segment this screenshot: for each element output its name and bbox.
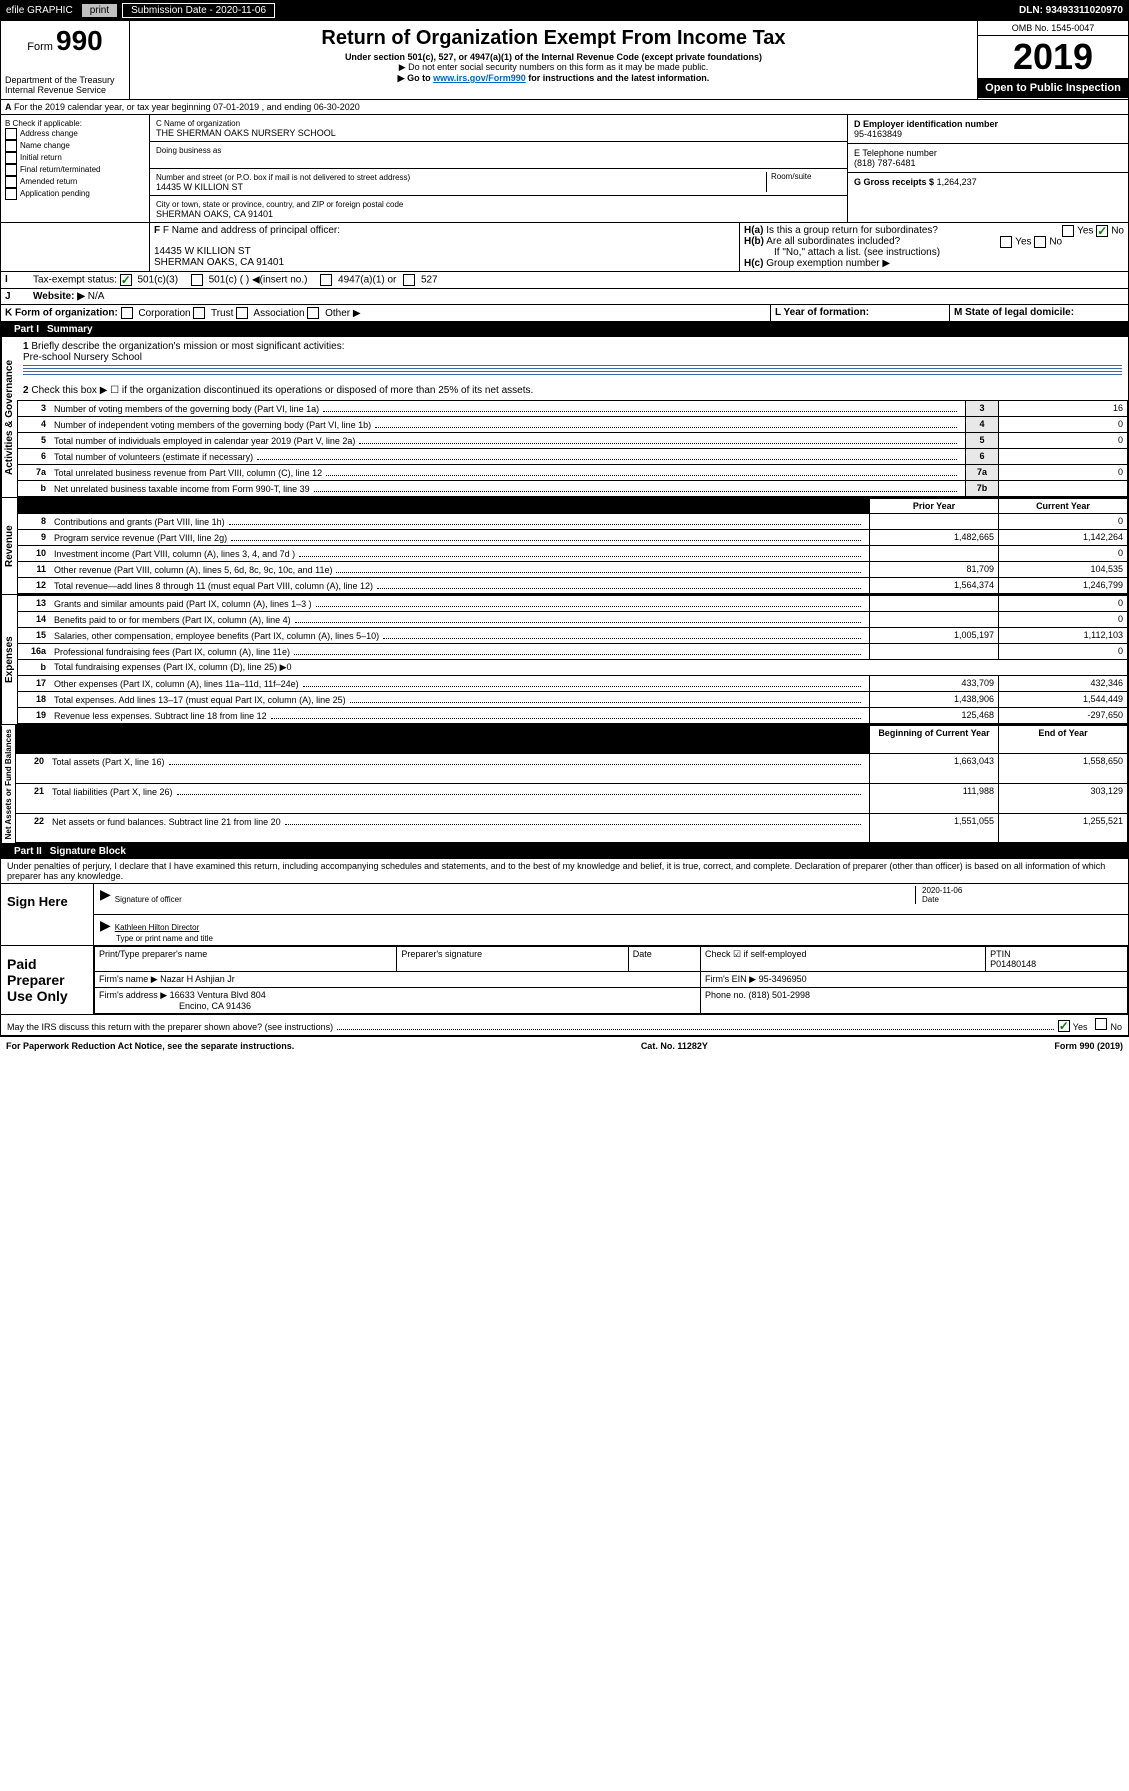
- row-f-h: F F Name and address of principal office…: [0, 223, 1129, 272]
- l-label: L Year of formation:: [775, 307, 869, 318]
- room-label: Room/suite: [766, 172, 841, 192]
- subtitle-3: ▶ Go to www.irs.gov/Form990 for instruct…: [134, 73, 973, 84]
- sig-officer-label: Signature of officer: [115, 895, 182, 904]
- top-bar: efile GRAPHIC print Submission Date - 20…: [0, 0, 1129, 20]
- e-label: E Telephone number: [854, 148, 937, 158]
- tax-year: 2019: [978, 36, 1128, 78]
- paid-preparer-block: Paid Preparer Use Only Print/Type prepar…: [0, 946, 1129, 1015]
- dln: DLN: 93493311020970: [1013, 3, 1129, 18]
- part1-na: Net Assets or Fund Balances Beginning of…: [0, 725, 1129, 844]
- section-a: A For the 2019 calendar year, or tax yea…: [0, 100, 1129, 115]
- col-c: C Name of organizationTHE SHERMAN OAKS N…: [150, 115, 847, 222]
- part2-header: Part IISignature Block: [0, 844, 1129, 859]
- form-title: Return of Organization Exempt From Incom…: [134, 27, 973, 50]
- sign-here-label: Sign Here: [1, 884, 94, 945]
- open-inspection: Open to Public Inspection: [978, 78, 1128, 98]
- q1: Briefly describe the organization's miss…: [31, 341, 344, 352]
- hc: If "No," attach a list. (see instruction…: [744, 247, 1124, 258]
- pra: For Paperwork Reduction Act Notice, see …: [6, 1041, 294, 1051]
- dba-label: Doing business as: [156, 146, 221, 155]
- instructions-link[interactable]: www.irs.gov/Form990: [433, 73, 526, 83]
- signer-name: Kathleen Hilton Director: [115, 923, 199, 932]
- b-label: B Check if applicable:: [5, 119, 145, 128]
- col-b: B Check if applicable: Address changeNam…: [1, 115, 150, 222]
- dept-treasury: Department of the Treasury: [5, 75, 125, 85]
- table-expenses: 13Grants and similar amounts paid (Part …: [17, 595, 1128, 724]
- ha: Is this a group return for subordinates?: [766, 225, 938, 236]
- side-exp: Expenses: [1, 595, 17, 724]
- city: SHERMAN OAKS, CA 91401: [156, 209, 273, 219]
- i-label: Tax-exempt status:: [33, 275, 117, 286]
- website: N/A: [88, 291, 105, 302]
- efile-label: efile GRAPHIC: [0, 3, 79, 18]
- ein: 95-4163849: [854, 129, 902, 139]
- part1-rev: Revenue Prior YearCurrent Year8Contribut…: [0, 498, 1129, 595]
- phone: (818) 787-6481: [854, 158, 916, 168]
- mission: Pre-school Nursery School: [23, 352, 142, 363]
- firm-ein: 95-3496950: [759, 974, 807, 984]
- subtitle-1: Under section 501(c), 527, or 4947(a)(1)…: [134, 52, 973, 62]
- k-label: K Form of organization:: [5, 308, 118, 319]
- form-header: Form 990 Department of the Treasury Inte…: [0, 20, 1129, 100]
- hd: Group exemption number ▶: [766, 258, 890, 269]
- form-ref: Form 990 (2019): [1054, 1041, 1123, 1051]
- city-label: City or town, state or province, country…: [156, 200, 403, 209]
- side-ag: Activities & Governance: [1, 337, 17, 497]
- row-i: I Tax-exempt status: 501(c)(3) 501(c) ( …: [0, 272, 1129, 289]
- submission-date: Submission Date - 2020-11-06: [122, 3, 275, 18]
- cat-no: Cat. No. 11282Y: [641, 1041, 708, 1051]
- sig-date: 2020-11-06: [922, 886, 962, 895]
- discuss-row: May the IRS discuss this return with the…: [0, 1015, 1129, 1036]
- footer: For Paperwork Reduction Act Notice, see …: [0, 1036, 1129, 1055]
- table-revenue: Prior YearCurrent Year8Contributions and…: [17, 498, 1128, 594]
- j-label: Website: ▶: [33, 291, 85, 302]
- addr-label: Number and street (or P.O. box if mail i…: [156, 173, 410, 182]
- q2: Check this box ▶ ☐ if the organization d…: [31, 385, 533, 396]
- f-label: F Name and address of principal officer:: [163, 225, 340, 236]
- part1-exp: Expenses 13Grants and similar amounts pa…: [0, 595, 1129, 725]
- side-na: Net Assets or Fund Balances: [1, 725, 15, 843]
- table-netassets: Beginning of Current YearEnd of Year20To…: [15, 725, 1128, 843]
- omb: OMB No. 1545-0047: [978, 21, 1128, 36]
- c-name-label: C Name of organization: [156, 119, 240, 128]
- firm-name: Nazar H Ashjian Jr: [160, 974, 235, 984]
- row-j: J Website: ▶ N/A: [0, 289, 1129, 305]
- m-label: M State of legal domicile:: [954, 307, 1074, 318]
- org-name: THE SHERMAN OAKS NURSERY SCHOOL: [156, 128, 336, 138]
- print-button[interactable]: print: [81, 3, 118, 18]
- g-label: G Gross receipts $: [854, 177, 934, 187]
- form-number: Form 990: [5, 25, 125, 57]
- firm-phone: (818) 501-2998: [749, 990, 811, 1000]
- part1-header: Part ISummary: [0, 322, 1129, 337]
- ptin: P01480148: [990, 959, 1036, 969]
- sign-here-block: Sign Here ▶Signature of officer2020-11-0…: [0, 884, 1129, 946]
- declaration: Under penalties of perjury, I declare th…: [0, 859, 1129, 884]
- f-addr1: 14435 W KILLION ST: [154, 246, 735, 257]
- table-ag: 3Number of voting members of the governi…: [17, 400, 1128, 497]
- d-label: D Employer identification number: [854, 119, 998, 129]
- paid-label: Paid Preparer Use Only: [1, 946, 94, 1014]
- part1-ag: Activities & Governance 1 Briefly descri…: [0, 337, 1129, 498]
- firm-addr: 16633 Ventura Blvd 804: [170, 990, 266, 1000]
- hb: Are all subordinates included?: [766, 236, 900, 247]
- side-rev: Revenue: [1, 498, 17, 594]
- row-k-l-m: K Form of organization: Corporation Trus…: [0, 305, 1129, 322]
- street: 14435 W KILLION ST: [156, 182, 243, 192]
- preparer-table: Print/Type preparer's namePreparer's sig…: [94, 946, 1128, 1014]
- irs: Internal Revenue Service: [5, 85, 125, 95]
- gross-receipts: 1,264,237: [937, 177, 977, 187]
- subtitle-2: ▶ Do not enter social security numbers o…: [134, 62, 973, 73]
- col-d-e-g: D Employer identification number95-41638…: [847, 115, 1128, 222]
- block-b-c-d: B Check if applicable: Address changeNam…: [0, 115, 1129, 223]
- f-addr2: SHERMAN OAKS, CA 91401: [154, 257, 735, 268]
